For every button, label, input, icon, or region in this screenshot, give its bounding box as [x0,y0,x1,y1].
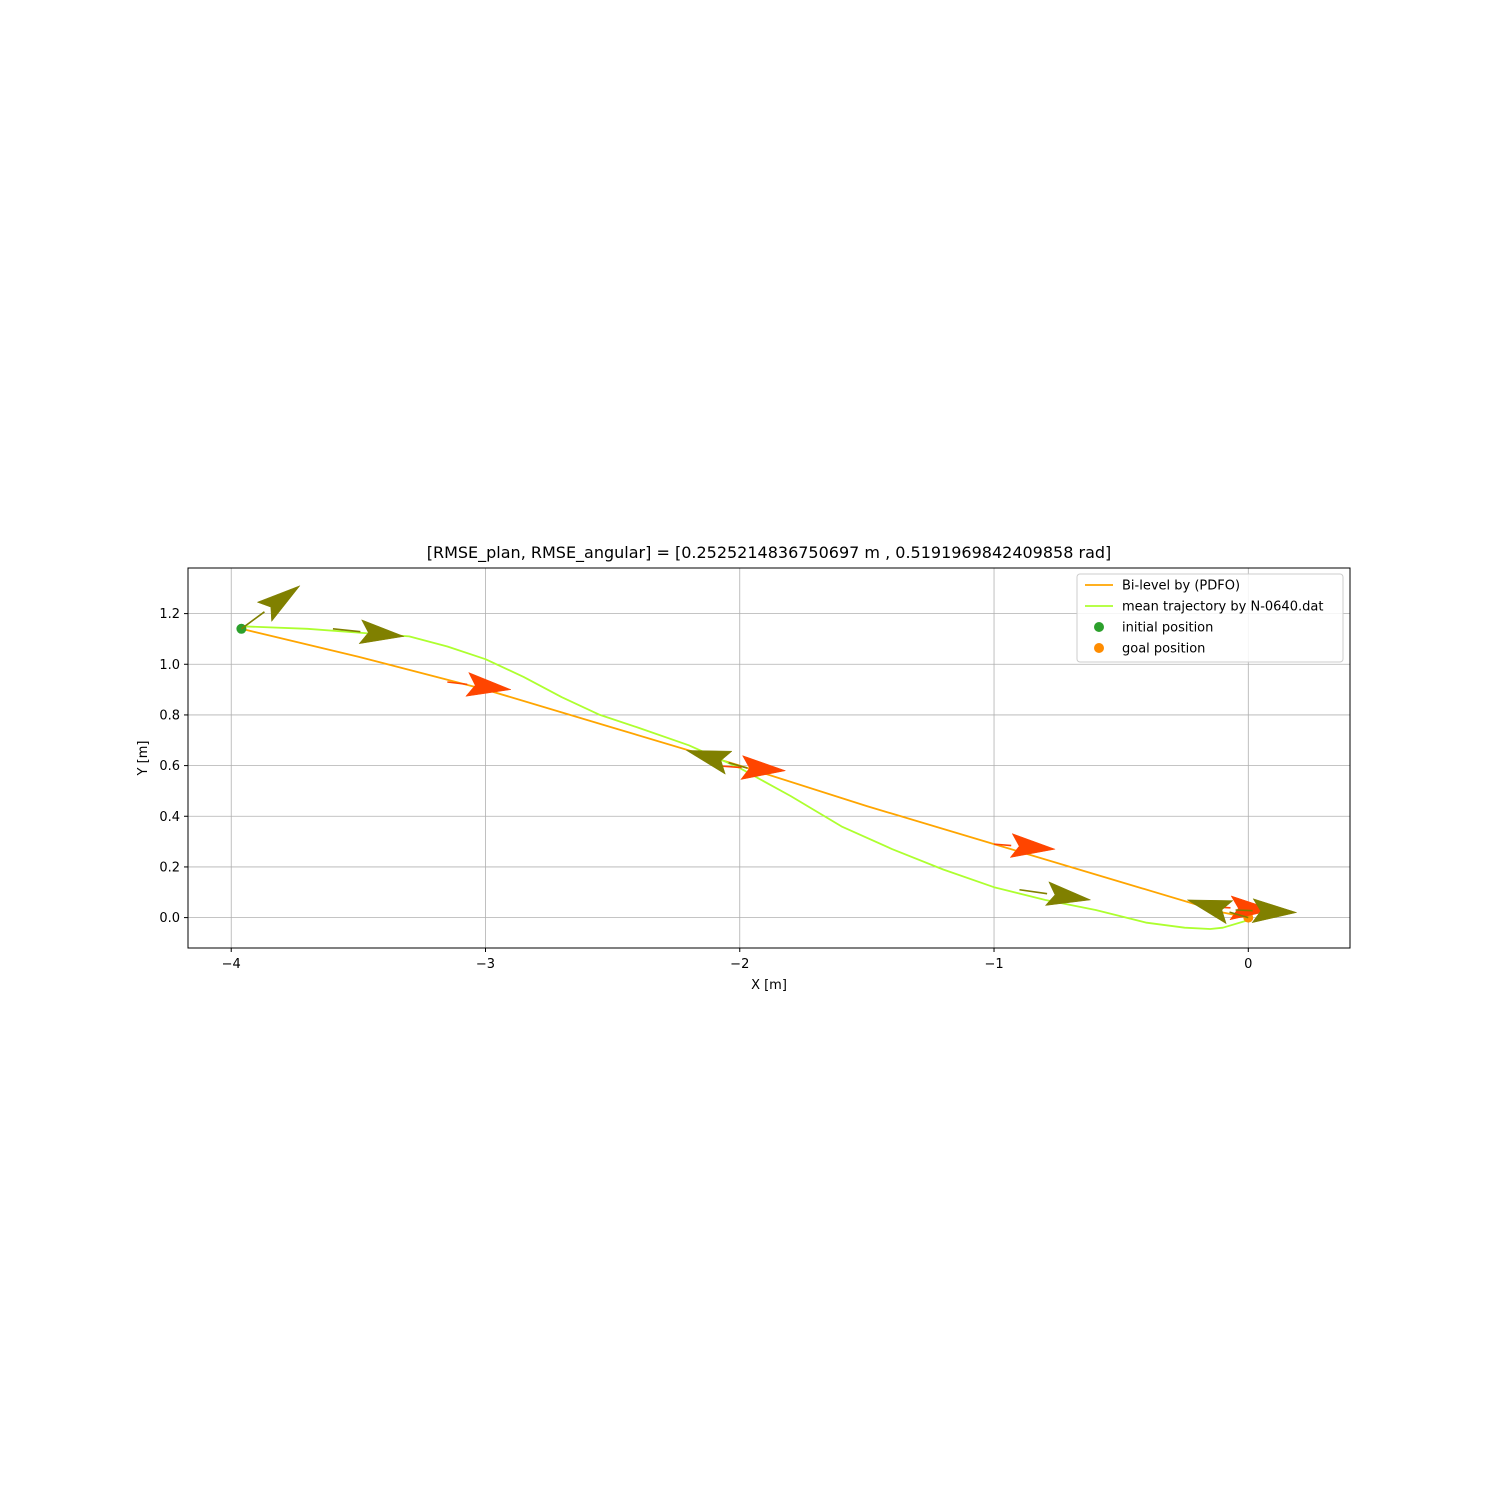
y-tick-label: 0.2 [159,860,180,875]
legend: Bi-level by (PDFO) mean trajectory by N-0… [1076,573,1344,663]
orientation-arrow-head [1186,899,1234,925]
y-tick-label: 0.4 [159,810,180,825]
orientation-arrow-shaft [332,628,361,633]
orientation-arrow-shaft [1019,888,1048,895]
x-tick-label: −3 [476,957,495,972]
y-axis-label: Y [m] [136,741,151,777]
orientation-arrow-head [358,619,406,645]
chart-title: [RMSE_plan, RMSE_angular] = [0.252521483… [427,543,1112,563]
orientation-arrows [240,585,1298,925]
ticks: −4 −3 −2 −1 0 0.0 0.2 0.4 0.6 0.8 1.0 1.2 [159,607,1252,972]
axes [187,567,1351,949]
legend-swatch-marker [1094,643,1104,653]
legend-swatch-marker [1094,622,1104,632]
orientation-arrow-shaft [993,843,1012,847]
orientation-arrow-head [1009,833,1057,858]
x-tick-label: −2 [730,957,749,972]
x-axis-label: X [m] [751,978,787,993]
orientation-arrow-head [256,585,301,623]
y-tick-label: 0.6 [159,759,180,774]
series-line-0 [241,627,1249,919]
x-tick-label: −4 [222,957,241,972]
orientation-arrow-shaft [1229,911,1249,919]
plot-area-frame [187,567,1351,949]
y-tick-label: 0.8 [159,708,180,723]
orientation-arrow-head [465,672,512,697]
x-tick-label: 0 [1244,957,1252,972]
orientation-arrow-head [740,755,787,780]
legend-box [1076,573,1344,663]
orientation-arrow-head [685,750,733,775]
series-line-1 [241,625,1249,930]
x-tick-label: −1 [984,957,1003,972]
legend-entry-label: Bi-level by (PDFO) [1122,579,1240,594]
orientation-arrow-shaft [447,681,468,686]
orientation-arrow-head [1044,881,1092,906]
y-tick-label: 0.0 [159,911,180,926]
orientation-arrow-shaft [728,761,748,769]
legend-entry-label: mean trajectory by N-0640.dat [1122,600,1323,615]
y-tick-label: 1.0 [159,658,180,673]
orientation-arrow-shaft [1235,909,1253,912]
y-tick-label: 1.2 [159,607,180,622]
legend-entry-label: goal position [1122,642,1205,657]
legend-entry-label: initial position [1122,621,1213,636]
orientation-arrow-head [1251,898,1298,924]
orientation-arrow-shaft [240,611,265,630]
